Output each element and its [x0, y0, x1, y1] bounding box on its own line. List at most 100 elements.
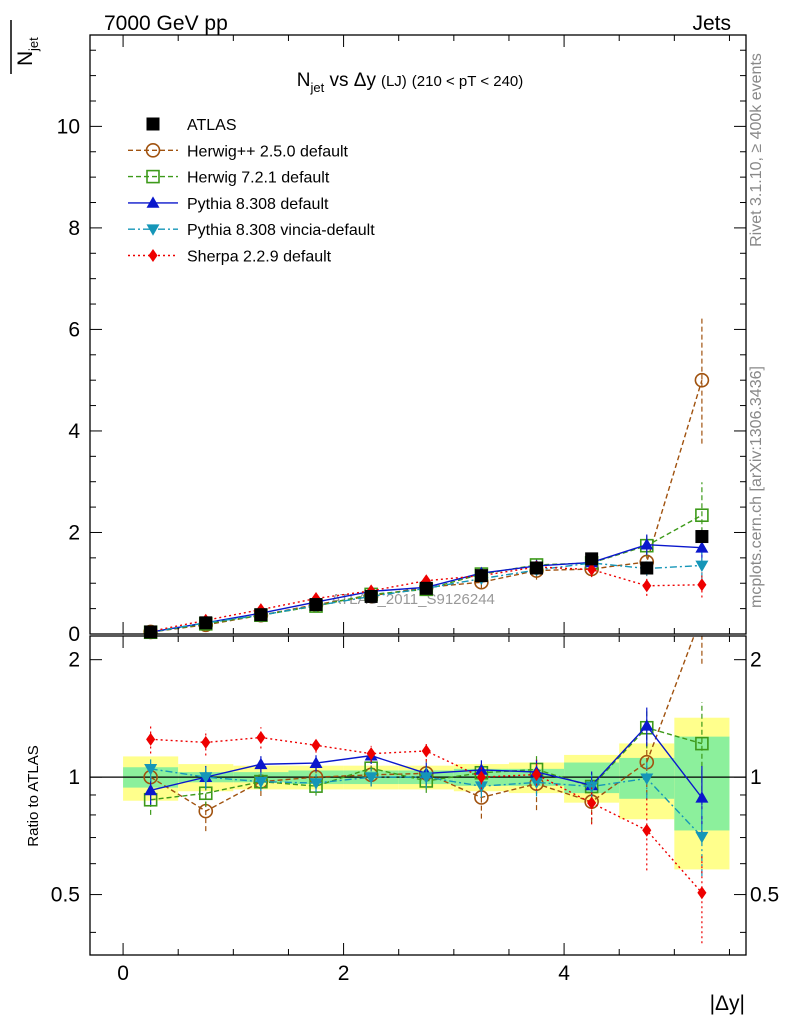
- chart-title: Njet vs Δy (LJ) (210 < pT < 240): [297, 70, 524, 95]
- ratio-point-sherpa-2-2-9-default: [531, 768, 542, 782]
- data-point-atlas: [419, 581, 433, 595]
- series-line-pythia-8-308-vincia-default: [150, 562, 702, 633]
- analysis-watermark: ATLAS_2011_S9126244: [331, 591, 495, 608]
- ratio-panel-frame: [89, 635, 747, 956]
- ratio-point-sherpa-2-2-9-default: [697, 886, 707, 900]
- ratio-point-pythia-8-308-vincia-default: [144, 763, 158, 776]
- data-point-atlas: [254, 608, 268, 622]
- ratio-point-pythia-8-308-vincia-default: [695, 831, 709, 844]
- ratio-point-pythia-8-308-default: [640, 719, 654, 731]
- legend-marker: [146, 196, 160, 208]
- ratio-point-pythia-8-308-vincia-default: [640, 773, 654, 785]
- legend-label: Pythia 8.308 vincia-default: [187, 222, 375, 239]
- point-sherpa-2-2-9-default: [587, 563, 597, 577]
- x-tick-label: 0: [117, 962, 129, 985]
- ratio-point-sherpa-2-2-9-default: [366, 747, 376, 761]
- legend-marker: [145, 143, 161, 158]
- data-point-atlas: [144, 625, 158, 639]
- x-tick-label: 2: [338, 962, 350, 985]
- data-point-atlas: [640, 561, 654, 575]
- ratio-point-sherpa-2-2-9-default: [642, 823, 652, 837]
- point-herwig-7-2-1-default: [695, 508, 709, 523]
- title-suffix: (210 < pT < 240): [412, 73, 523, 90]
- data-point-atlas: [364, 589, 378, 603]
- header-energy-label: 7000 GeV pp: [104, 12, 228, 35]
- point-sherpa-2-2-9-default: [697, 578, 707, 592]
- ratio-tick-label-left: 0.5: [51, 884, 80, 907]
- point-sherpa-2-2-9-default: [642, 579, 652, 593]
- ratio-point-sherpa-2-2-9-default: [256, 731, 266, 745]
- y-tick-label: 8: [68, 217, 80, 240]
- rivet-version-label: Rivet 3.1.10, ≥ 400k events: [748, 53, 765, 247]
- y-tick-label: 10: [57, 115, 80, 138]
- legend-label: Herwig++ 2.5.0 default: [187, 143, 349, 160]
- y-tick-label: 6: [68, 318, 80, 341]
- panel-frames: [89, 34, 747, 956]
- legend-marker: [146, 117, 160, 131]
- ratio-point-pythia-8-308-vincia-default: [309, 778, 323, 790]
- ratio-point-pythia-8-308-default: [695, 791, 709, 803]
- ratio-point-pythia-8-308-vincia-default: [419, 772, 433, 784]
- ratio-panel-series: [143, 636, 709, 944]
- ratio-point-pythia-8-308-vincia-default: [364, 772, 378, 784]
- ratio-point-pythia-8-308-vincia-default: [530, 777, 544, 789]
- ratio-point-sherpa-2-2-9-default: [201, 735, 211, 749]
- data-point-atlas: [585, 552, 599, 566]
- ratio-point-herwig-7-2-1-default: [695, 736, 709, 751]
- main-y-axis-label: N jet: [10, 20, 41, 74]
- ratio-y-axis-label: Ratio to ATLAS: [25, 745, 42, 846]
- axis-ticks: 0 2 4 0 2 4 6 8 10 0.5 0.5 1 1 2 2: [51, 35, 779, 985]
- ratio-point-sherpa-2-2-9-default: [587, 796, 597, 810]
- data-point-atlas: [474, 569, 488, 583]
- data-point-atlas: [309, 598, 323, 612]
- legend-label: Pythia 8.308 default: [187, 196, 329, 213]
- main-panel-series: [143, 316, 710, 640]
- legend-label: Sherpa 2.2.9 default: [187, 249, 332, 266]
- watermark-layer: ATLAS_2011_S9126244: [331, 591, 495, 608]
- title-middle: vs Δy: [324, 70, 376, 91]
- x-tick-label: 4: [558, 962, 570, 985]
- ratio-uncertainty-bands: [90, 717, 746, 870]
- ratio-tick-label-right: 1: [750, 766, 762, 789]
- legend-marker: [148, 249, 158, 262]
- title-prefix: N: [297, 70, 311, 91]
- ratio-point-pythia-8-308-vincia-default: [254, 776, 268, 789]
- ratio-line-sherpa-2-2-9-default: [150, 736, 703, 894]
- ratio-tick-label-left: 2: [68, 649, 80, 672]
- y-tick-label: 0: [68, 623, 80, 646]
- ratio-point-sherpa-2-2-9-default: [421, 744, 431, 758]
- legend-marker: [146, 169, 160, 184]
- ratio-tick-label-right: 0.5: [750, 884, 779, 907]
- y-label-sub: jet: [26, 37, 41, 52]
- legend-label: ATLAS: [187, 117, 237, 134]
- ratio-point-sherpa-2-2-9-default: [476, 770, 486, 784]
- ratio-point-pythia-8-308-default: [144, 783, 158, 796]
- ratio-tick-label-left: 1: [68, 766, 80, 789]
- title-prefix-sub: jet: [309, 80, 324, 95]
- legend: ATLAS Herwig++ 2.5.0 default Herwig 7.2.1 …: [128, 117, 375, 266]
- ratio-point-sherpa-2-2-9-default: [311, 738, 321, 752]
- legend-marker: [146, 224, 160, 236]
- ratio-point-pythia-8-308-vincia-default: [474, 781, 488, 793]
- ratio-point-pythia-8-308-vincia-default: [199, 772, 213, 784]
- y-tick-label: 4: [68, 420, 80, 443]
- y-label-main: N: [14, 51, 37, 66]
- mcplots-source-label: mcplots.cern.ch [arXiv:1306.3436]: [748, 366, 765, 608]
- main-panel-frame: [89, 34, 747, 635]
- point-pythia-8-308-vincia-default: [695, 560, 709, 572]
- point-pythia-8-308-default: [695, 541, 709, 553]
- point-pythia-8-308-default: [640, 538, 654, 550]
- legend-label: Herwig 7.2.1 default: [187, 170, 330, 187]
- ratio-point-pythia-8-308-default: [254, 757, 268, 770]
- title-small: (LJ): [381, 73, 407, 90]
- point-herwig-2-5-0-default: [694, 372, 710, 388]
- header-process-label: Jets: [692, 12, 731, 35]
- data-point-atlas: [530, 561, 544, 575]
- ratio-tick-label-right: 2: [750, 649, 762, 672]
- series-line-herwig-7-2-1-default: [150, 514, 703, 633]
- ratio-point-pythia-8-308-default: [309, 756, 323, 768]
- data-point-atlas: [695, 530, 709, 544]
- data-point-atlas: [199, 616, 213, 630]
- y-tick-label: 2: [68, 521, 80, 544]
